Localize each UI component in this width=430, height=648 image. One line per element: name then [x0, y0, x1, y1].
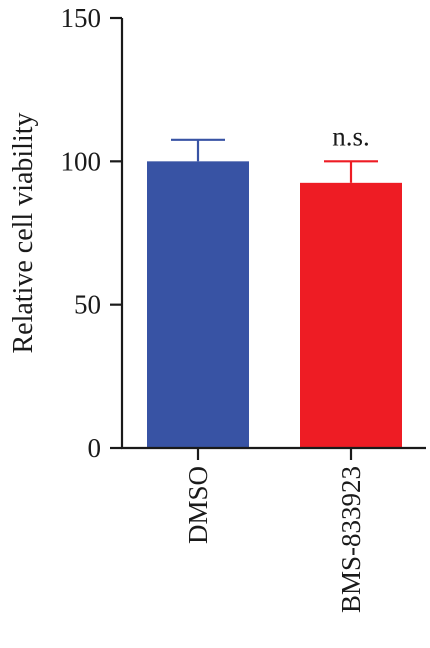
bars-group — [147, 161, 402, 449]
y-tick-label: 150 — [61, 3, 102, 33]
x-category-label: DMSO — [183, 466, 213, 544]
annotations-group: n.s. — [332, 121, 370, 151]
y-axis-title: Relative cell viability — [8, 112, 39, 353]
x-labels-group: DMSO BMS-833923 — [183, 448, 366, 613]
error-bars-group — [171, 138, 378, 183]
significance-label: n.s. — [332, 121, 370, 151]
bar-bms-833923 — [300, 182, 402, 449]
x-category-label: BMS-833923 — [336, 466, 366, 613]
y-tick-label: 0 — [88, 433, 102, 463]
bar-dmso — [147, 161, 249, 449]
y-tick-label: 50 — [74, 290, 101, 320]
y-ticks-group: 0 50 100 150 — [61, 3, 122, 463]
y-tick-label: 100 — [61, 146, 102, 176]
